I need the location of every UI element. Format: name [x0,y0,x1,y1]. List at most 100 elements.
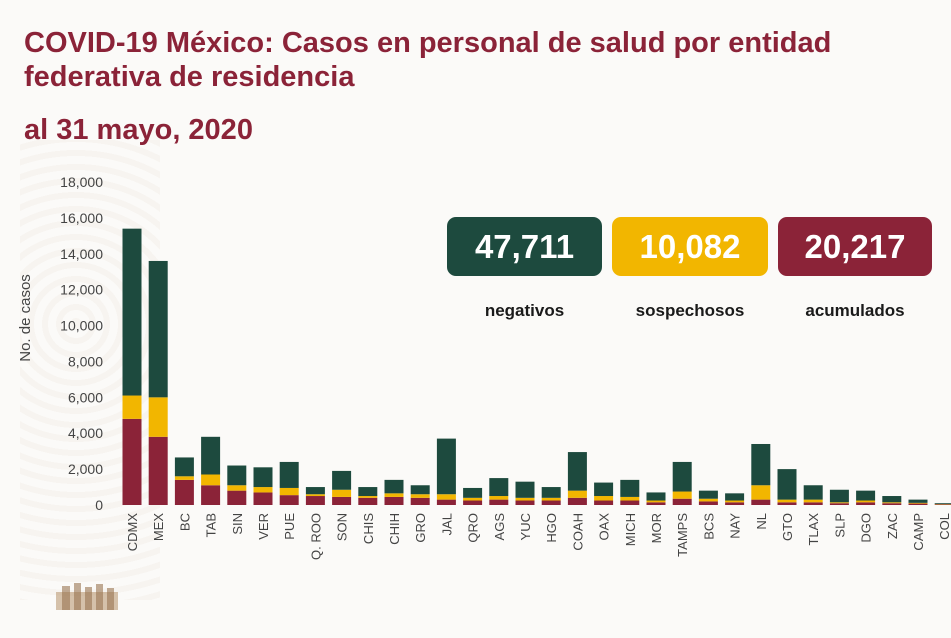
bar-sospechosos [489,496,509,500]
bar-acumulados [829,503,849,505]
negativos-stat-box: 47,711 [447,217,602,276]
bar-acumulados [620,500,640,505]
bar-negativos [122,228,142,396]
bar-sospechosos [463,497,483,501]
y-axis: 18,000 16,000 14,000 12,000 10,000 8,000 6,000… [60,174,103,513]
x-tick-label: MICH [623,513,638,546]
bar-negativos [410,485,430,495]
bar-acumulados [384,496,404,505]
bar-acumulados [646,502,666,505]
y-tick-label: 18,000 [60,174,103,190]
bar-negativos [672,461,692,492]
bar-sospechosos [515,497,535,501]
bar-acumulados [515,500,535,505]
bar-acumulados [227,490,247,505]
bar-sospechosos [751,485,771,500]
y-tick-label: 12,000 [60,282,103,298]
bar-negativos [646,492,666,501]
bar-negativos [725,493,745,501]
page-subtitle: al 31 mayo, 2020 [24,114,253,146]
x-tick-label: GTO [780,513,795,541]
bar-acumulados [122,418,142,505]
sospechosos-label: sospechosos [635,301,745,320]
bar-negativos [856,490,876,501]
x-tick-label: PUE [282,513,297,540]
bar-sospechosos [436,494,456,500]
negativos-value: 47,711 [474,227,575,265]
bar-sospechosos [620,496,640,501]
bar-acumulados [174,479,194,505]
bar-sospechosos [567,490,587,498]
y-tick-label: 4,000 [68,425,103,441]
x-tick-label: CDMX [125,513,140,552]
x-tick-label: MOR [649,513,664,543]
acumulados-label: acumulados [805,301,905,320]
x-tick-label: DGO [859,513,874,543]
sospechosos-value: 10,082 [639,227,741,265]
bar-negativos [358,487,378,497]
bar-sospechosos [384,493,404,497]
bar-sospechosos [646,500,666,503]
bar-acumulados [594,500,614,505]
y-tick-label: 10,000 [60,318,103,334]
x-tick-label: NAY [728,513,743,539]
bar-acumulados [698,501,718,505]
bar-sospechosos [882,502,902,504]
bar-acumulados [253,492,273,505]
bar-sospechosos [410,494,430,498]
y-tick-label: 14,000 [60,246,103,262]
bar-negativos [567,452,587,491]
government-logo-icon [56,583,118,610]
x-tick-label: COL [937,513,951,540]
bar-negativos [227,465,247,486]
bar-sospechosos [201,474,221,486]
bar-negativos [777,469,797,500]
bar-acumulados [672,498,692,505]
x-tick-label: SON [335,513,350,541]
x-tick-label: CAMP [911,513,926,551]
y-tick-label: 8,000 [68,353,103,369]
sospechosos-stat-box: 10,082 [612,217,768,276]
x-tick-label: ZAC [885,513,900,539]
bar-sospechosos [829,502,849,504]
x-tick-label: NL [754,513,769,530]
bar-negativos [463,487,483,498]
y-tick-label: 16,000 [60,210,103,226]
bar-acumulados [279,495,299,505]
x-tick-label: MEX [151,513,166,542]
page-title: COVID-19 México: Casos en personal de sa… [24,27,832,93]
bar-sospechosos [856,500,876,503]
bars [122,228,951,505]
bar-negativos [174,457,194,477]
bar-acumulados [777,502,797,505]
bar-acumulados [358,497,378,505]
x-tick-label: HGO [544,513,559,543]
bar-negativos [934,503,951,505]
bar-sospechosos [122,395,142,419]
bar-acumulados [410,497,430,505]
bar-acumulados [463,500,483,505]
bar-negativos [436,438,456,495]
bar-negativos [201,436,221,475]
x-tick-label: CHIH [387,513,402,545]
x-tick-label: JAL [439,513,454,535]
bar-negativos [515,481,535,498]
bar-sospechosos [725,500,745,503]
bar-negativos [384,479,404,494]
bar-sospechosos [279,487,299,496]
x-tick-label: YUC [518,513,533,540]
bar-acumulados [436,499,456,505]
bar-acumulados [934,504,951,505]
bar-acumulados [148,436,168,505]
bar-negativos [305,487,325,495]
bar-negativos [594,482,614,497]
acumulados-value: 20,217 [804,227,906,265]
x-tick-label: GRO [413,513,428,543]
y-tick-label: 2,000 [68,461,103,477]
negativos-label: negativos [484,301,565,320]
x-tick-label: SIN [230,513,245,535]
x-tick-label: SLP [832,513,847,538]
bar-negativos [751,443,771,486]
bar-negativos [829,489,849,503]
bar-negativos [148,260,168,398]
